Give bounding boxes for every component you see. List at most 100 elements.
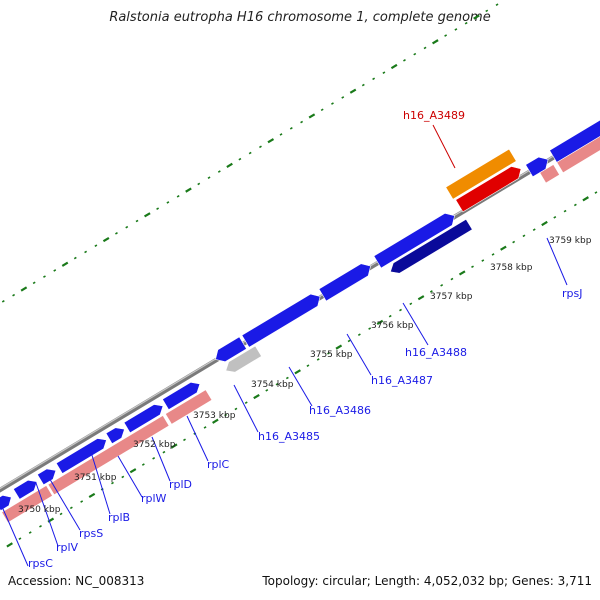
tick-mark-inner: [203, 426, 207, 429]
tick-mark-inner: [450, 277, 454, 281]
kbp-tick-label: 3758 kbp: [490, 263, 533, 273]
tick-mark-inner: [6, 542, 13, 548]
kbp-tick-label: 3752 kbp: [133, 440, 176, 450]
tick-mark-inner: [39, 525, 42, 528]
gene-label: h16_A3487: [371, 374, 433, 387]
leader-line: [288, 366, 313, 407]
kbp-tick-label: 3756 kbp: [371, 321, 414, 331]
tick-mark-outer: [361, 83, 365, 87]
tick-mark-inner: [18, 537, 22, 540]
tick-mark-inner: [522, 234, 526, 238]
gene-bar-forward-dark: [390, 218, 473, 274]
tick-mark-outer: [73, 256, 77, 260]
leader-line: [432, 124, 456, 169]
tick-mark-inner: [265, 389, 269, 392]
tick-mark-inner: [244, 401, 248, 405]
gene-label: rpsS: [79, 527, 103, 540]
tick-mark-outer: [144, 212, 151, 218]
leader-line: [0, 501, 29, 567]
tick-mark-outer: [454, 28, 458, 31]
gene-arrow-forward: [162, 381, 201, 411]
tick-mark-outer: [115, 232, 118, 235]
gene-arrow-forward: [12, 479, 38, 500]
tick-mark-outer: [464, 21, 468, 25]
kbp-tick-label: 3754 kbp: [251, 380, 294, 390]
gene-bar-reverse: [556, 136, 600, 174]
gene-label: rpsC: [28, 557, 53, 570]
tick-mark-outer: [390, 63, 398, 70]
tick-mark-outer: [331, 102, 334, 105]
label-layer: 3750 kbp 3751 kbp 3752 kbp 3753 kbp 3754 kbp…: [18, 109, 592, 570]
tick-mark-inner: [253, 393, 260, 400]
tick-mark-outer: [423, 46, 427, 50]
tick-mark-inner: [440, 283, 444, 287]
tick-mark-inner: [471, 265, 474, 269]
tick-mark-outer: [12, 293, 16, 297]
gene-arrow-forward: [318, 263, 371, 302]
tick-mark-inner: [183, 438, 186, 442]
tick-mark-outer: [267, 138, 275, 144]
accession-text: Accession: NC_008313: [8, 574, 145, 588]
gene-arrow-forward: [105, 427, 125, 445]
tick-mark-inner: [553, 216, 557, 219]
leader-line-layer: [0, 124, 568, 567]
highlighted-gene-label: h16_A3489: [403, 109, 465, 122]
tick-mark-inner: [563, 209, 567, 213]
tick-mark-inner: [316, 358, 320, 361]
tick-mark-outer: [259, 145, 262, 149]
tick-mark-inner: [275, 382, 279, 386]
tick-mark-inner: [285, 376, 289, 380]
tick-mark-inner: [573, 203, 577, 207]
gene-arrow-forward: [55, 438, 107, 474]
gene-bar-reverse: [539, 164, 561, 184]
tick-mark-inner: [152, 457, 156, 460]
tick-mark-outer: [341, 96, 345, 99]
gene-label: rplW: [141, 492, 167, 505]
tick-mark-outer: [94, 244, 98, 248]
leader-line: [402, 302, 429, 346]
tick-mark-inner: [582, 196, 589, 202]
gene-label: rplD: [169, 478, 192, 491]
tick-mark-outer: [349, 88, 357, 94]
tick-mark-inner: [481, 259, 485, 262]
tick-mark-outer: [1, 300, 5, 303]
tick-mark-inner: [162, 450, 166, 454]
tick-mark-outer: [156, 207, 160, 210]
tick-mark-inner: [212, 418, 219, 424]
tick-mark-outer: [217, 170, 221, 173]
gene-arrow-forward: [123, 404, 164, 434]
tick-mark-inner: [327, 351, 330, 355]
tick-mark-outer: [248, 151, 252, 155]
tick-mark-inner: [234, 407, 238, 411]
tick-mark-outer: [226, 162, 233, 168]
tick-mark-outer: [372, 77, 376, 81]
tick-mark-outer: [185, 187, 192, 193]
tick-mark-inner: [417, 295, 425, 301]
tick-mark-outer: [238, 157, 242, 161]
tick-mark-outer: [432, 39, 439, 45]
kbp-tick-label: 3751 kbp: [74, 473, 117, 483]
tick-mark-outer: [207, 176, 211, 180]
gene-arrow-forward: [0, 494, 12, 512]
gene-bar-reverse: [164, 389, 213, 425]
kbp-tick-label: 3757 kbp: [430, 292, 473, 302]
gene-bar-reverse: [47, 415, 170, 496]
kbp-tick-label: 3753 kbp: [193, 411, 236, 421]
leader-line: [546, 237, 568, 286]
gene-arrow-forward: [36, 468, 57, 486]
tick-mark-outer: [32, 281, 36, 285]
tick-mark-outer: [382, 71, 386, 74]
tick-mark-outer: [403, 59, 406, 62]
gene-label: rplC: [207, 458, 230, 471]
tick-mark-inner: [409, 302, 413, 306]
tick-mark-inner: [512, 240, 516, 244]
tick-mark-inner: [59, 512, 63, 516]
tick-mark-inner: [88, 492, 96, 499]
gene-arrow-forward: [525, 156, 549, 178]
tick-mark-inner: [429, 290, 433, 293]
tick-mark-outer: [102, 236, 110, 243]
gene-label: rplB: [108, 511, 130, 524]
tick-mark-outer: [320, 108, 324, 112]
